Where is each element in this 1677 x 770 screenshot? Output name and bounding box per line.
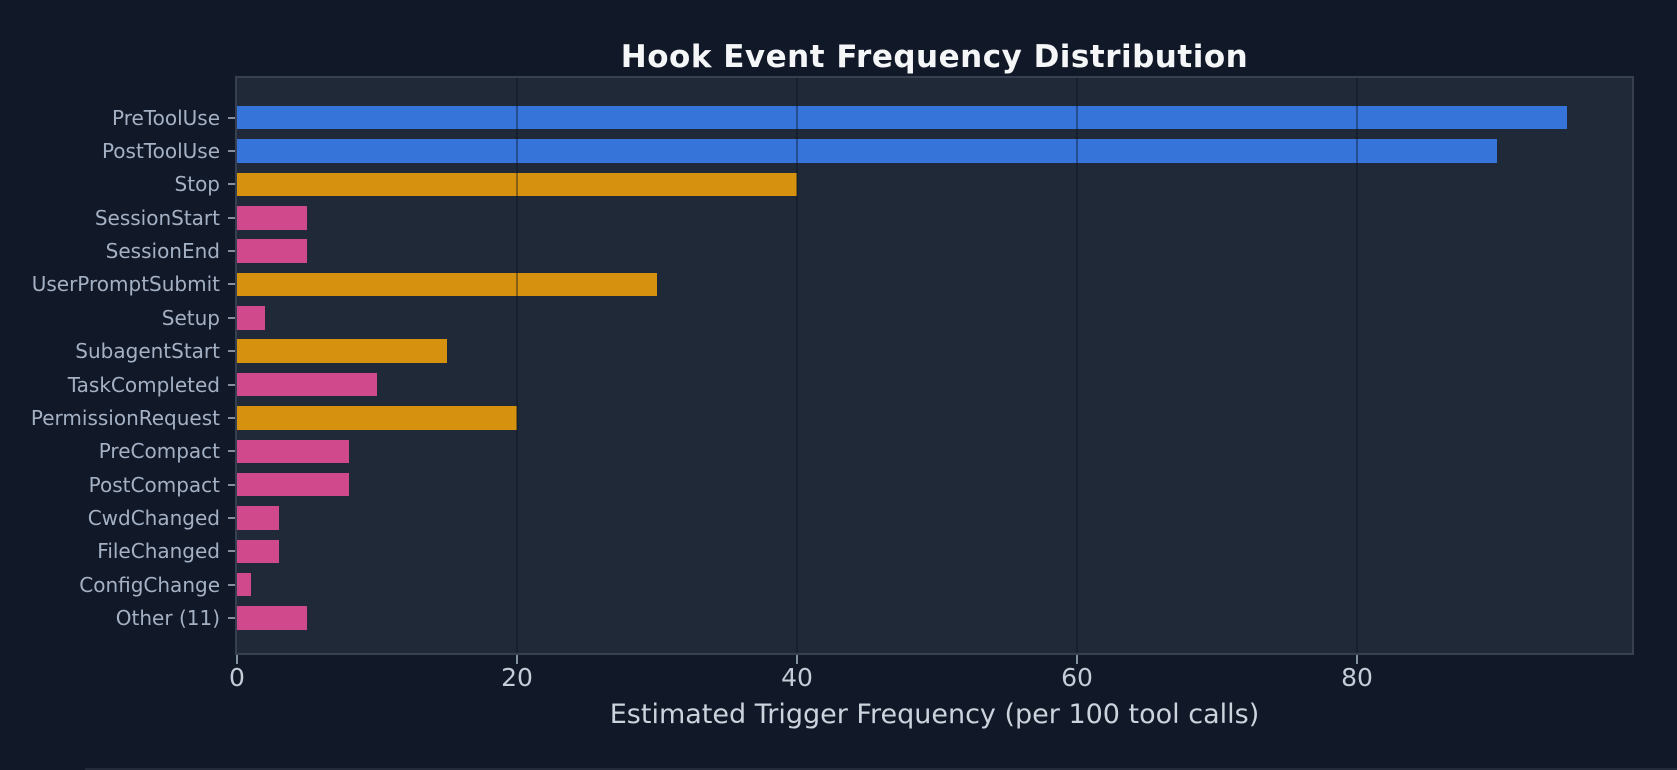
bar-subagentstart [237,339,447,363]
plot-area [235,76,1634,655]
bar-filechanged [237,539,279,564]
y-tick-mark [228,450,235,453]
y-tick-label: PreCompact [98,439,220,464]
y-tick-mark [228,617,235,620]
x-tick-label: 40 [781,663,813,692]
x-tick-mark [1076,655,1078,664]
y-tick-mark [228,550,235,553]
gridline-80 [1356,78,1358,653]
gridline-60 [1076,78,1078,653]
y-tick-label: SessionEnd [105,239,220,264]
y-tick-label: Stop [174,172,220,197]
bar-sessionstart [237,206,307,230]
x-tick-label: 60 [1061,663,1093,692]
y-tick-mark [228,516,235,519]
bar-configchange [237,572,251,597]
y-tick-mark [228,183,235,186]
y-tick-label: SessionStart [94,205,220,230]
y-tick-label: ConfigChange [79,572,220,597]
y-tick-mark [228,150,235,153]
bar-userpromptsubmit [237,272,657,297]
y-tick-mark [228,283,235,286]
bar-posttooluse [237,139,1497,163]
x-tick-mark [796,655,798,664]
y-tick-label: PreToolUse [111,105,220,130]
gridline-20 [516,78,518,653]
bar-stop [237,172,797,197]
chart-title: Hook Event Frequency Distribution [620,39,1249,75]
y-tick-label: UserPromptSubmit [31,272,220,297]
bar-permissionrequest [237,406,517,430]
y-tick-mark [228,216,235,219]
x-tick-mark [1356,655,1358,664]
y-tick-mark [228,483,235,486]
bar-postcompact [237,472,349,497]
y-tick-label: PostToolUse [101,139,220,164]
window-bottom-edge [85,768,1677,770]
y-tick-label: Other (11) [115,606,220,631]
x-axis-label: Estimated Trigger Frequency (per 100 too… [609,699,1260,730]
y-tick-label: FileChanged [97,539,220,564]
x-tick-label: 80 [1341,663,1373,692]
x-tick-label: 20 [501,663,533,692]
bar-other-11 [237,606,307,630]
gridline-40 [796,78,798,653]
y-tick-label: Setup [161,305,220,330]
bar-precompact [237,439,349,463]
bar-sessionend [237,239,307,263]
y-tick-mark [228,250,235,253]
y-tick-label: PermissionRequest [30,405,220,430]
bar-setup [237,306,265,330]
x-tick-mark [516,655,518,664]
y-tick-mark [228,350,235,353]
bar-cwdchanged [237,506,279,530]
y-tick-mark [228,583,235,586]
x-tick-label: 0 [229,663,245,692]
bar-taskcompleted [237,372,377,397]
y-tick-mark [228,383,235,386]
x-tick-mark [236,655,238,664]
y-tick-label: PostCompact [88,472,220,497]
y-tick-mark [228,316,235,319]
bar-pretooluse [237,105,1567,130]
y-tick-mark [228,416,235,419]
y-tick-label: CwdChanged [87,505,220,530]
y-tick-mark [228,116,235,119]
y-tick-label: TaskCompleted [67,372,220,397]
y-tick-label: SubagentStart [75,339,220,364]
